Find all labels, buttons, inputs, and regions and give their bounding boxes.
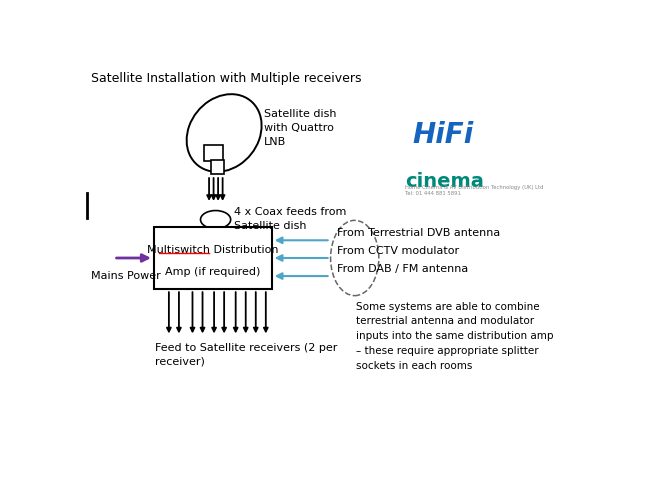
Bar: [204, 146, 223, 162]
Text: Satellite Installation with Multiple receivers: Satellite Installation with Multiple rec…: [91, 72, 362, 85]
Text: Satellite dish
with Quattro
LNB: Satellite dish with Quattro LNB: [264, 109, 337, 147]
Text: Some systems are able to combine
terrestrial antenna and modulator
inputs into t: Some systems are able to combine terrest…: [356, 301, 553, 370]
Text: From CCTV modulator: From CCTV modulator: [337, 245, 459, 255]
Bar: [154, 227, 272, 290]
Text: From DAB / FM antenna: From DAB / FM antenna: [337, 264, 469, 273]
Text: Home Cinema & AV Distribution Technology (UK) Ltd
Tel: 01 444 881 5891: Home Cinema & AV Distribution Technology…: [405, 184, 544, 195]
Text: Feed to Satellite receivers (2 per
receiver): Feed to Satellite receivers (2 per recei…: [156, 342, 338, 366]
Text: HiFi: HiFi: [413, 121, 474, 149]
Text: Amp (if required): Amp (if required): [165, 266, 260, 276]
Text: 4 x Coax feeds from
Satellite dish: 4 x Coax feeds from Satellite dish: [234, 206, 347, 230]
Text: From Terrestrial DVB antenna: From Terrestrial DVB antenna: [337, 228, 500, 238]
Bar: [211, 161, 224, 175]
Text: Mains Power: Mains Power: [91, 271, 161, 281]
Text: cinema: cinema: [405, 171, 484, 190]
Text: Multiswitch Distribution: Multiswitch Distribution: [147, 244, 279, 254]
